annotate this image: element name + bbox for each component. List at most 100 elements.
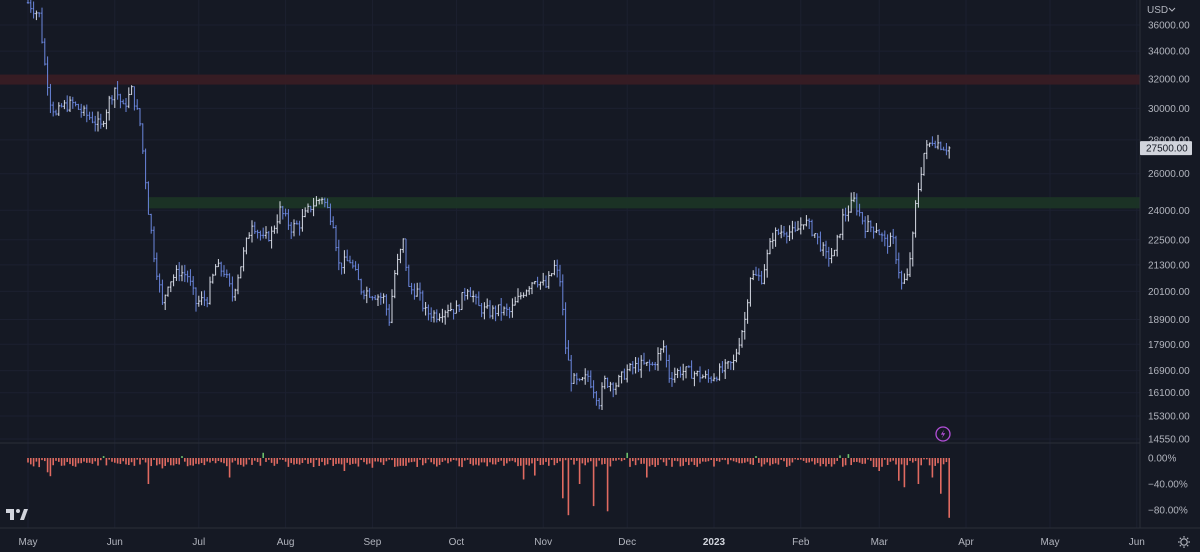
histogram-bar [360, 458, 362, 460]
histogram-bar [940, 458, 942, 494]
ohlc-bar [771, 232, 774, 249]
histogram-bar [576, 458, 578, 461]
ohlc-bar [52, 101, 55, 117]
ohlc-bar [144, 148, 147, 190]
ohlc-bar [379, 292, 382, 305]
histogram-bar [452, 458, 455, 460]
currency-label[interactable]: USD [1147, 5, 1168, 16]
ohlc-bar [203, 290, 206, 306]
ohlc-bar [547, 271, 550, 289]
histogram-bar [472, 458, 474, 466]
histogram-bar [819, 458, 822, 467]
ohlc-bar [897, 252, 900, 279]
ohlc-bar [74, 101, 77, 107]
ohlc-bar [472, 290, 475, 303]
histogram-bar [752, 458, 754, 465]
histogram-bar [928, 458, 931, 466]
ohlc-bar [864, 216, 867, 239]
histogram-bar [948, 458, 950, 518]
histogram-bar [640, 458, 642, 464]
ohlc-bar [178, 262, 181, 282]
ohlc-bar [340, 262, 343, 275]
ohlc-bar [175, 265, 178, 281]
ohlc-bar [880, 232, 884, 242]
ohlc-bar [581, 377, 584, 381]
histogram-axis[interactable]: 0.00% −40.00% −80.00% [1148, 454, 1188, 517]
price-axis[interactable]: 36000.00 34000.00 32000.00 30000.00 28000.00… [1148, 21, 1190, 446]
ohlc-bar [805, 215, 808, 227]
histogram-bar [584, 458, 586, 466]
ohlc-bar [816, 233, 819, 245]
histogram-bar [623, 458, 626, 460]
histogram-bar [906, 458, 908, 466]
gear-icon[interactable] [1178, 536, 1190, 548]
ohlc-bar [536, 276, 539, 288]
ohlc-bar [763, 264, 766, 285]
last-price-badge: 27500.00 [1140, 141, 1192, 156]
ohlc-bar [110, 95, 114, 105]
histogram-bar [405, 458, 407, 466]
histogram-bar [704, 458, 707, 462]
histogram-bar [72, 458, 74, 466]
histogram-bar [769, 458, 771, 466]
histogram-bar [923, 458, 925, 460]
histogram-bar [909, 458, 911, 461]
ohlc-bar [640, 355, 643, 378]
histogram-bar [203, 458, 206, 466]
histogram-bar [142, 458, 144, 460]
histogram-bar [228, 458, 231, 478]
ohlc-bar [836, 234, 839, 257]
ohlc-bar [920, 167, 923, 192]
x-tick-label: Dec [618, 537, 636, 548]
ohlc-bar [231, 276, 234, 302]
histogram-bar [32, 458, 35, 467]
ohlc-bar [777, 228, 780, 236]
histogram-bar [674, 458, 676, 461]
histogram-bar [455, 458, 458, 461]
ohlc-bar [906, 268, 909, 281]
histogram-bar [693, 458, 696, 466]
y-tick-label: 16100.00 [1148, 388, 1190, 399]
ohlc-bar [418, 282, 422, 301]
histogram-bar [483, 458, 486, 463]
lightning-icon[interactable] [935, 426, 951, 442]
histogram-bar [814, 458, 816, 465]
histogram-bar [63, 458, 66, 466]
ohlc-bar [463, 287, 466, 301]
ohlc-bar [866, 215, 870, 232]
time-axis[interactable]: May Jun Jul Aug Sep Oct Nov Dec 2023 Feb Mar Apr May… [19, 537, 1145, 548]
ohlc-bar [847, 205, 850, 222]
tradingview-logo[interactable] [6, 509, 28, 520]
resistance-zone [0, 74, 1140, 85]
histogram-bar [287, 458, 290, 467]
histogram-bar [760, 458, 763, 467]
histogram-bar [503, 458, 505, 466]
histogram-bar [559, 458, 561, 462]
ohlc-bar [651, 361, 654, 366]
histogram-bar [609, 458, 612, 467]
ohlc-bar [248, 232, 251, 239]
ohlc-bar [329, 203, 332, 226]
currency-selector[interactable]: USD [1147, 5, 1176, 16]
histogram-bar [478, 458, 480, 466]
ohlc-bar [444, 310, 447, 325]
ohlc-bar [284, 208, 287, 217]
histogram-bar [461, 458, 463, 468]
histogram-bar [570, 458, 572, 460]
histogram-bar [942, 458, 945, 465]
ohlc-bar [572, 372, 576, 384]
ohlc-bar [852, 192, 856, 203]
ohlc-bar [830, 247, 833, 264]
ohlc-bar [522, 292, 525, 298]
histogram-bar [181, 456, 183, 458]
ohlc-bar [169, 281, 172, 293]
ohlc-bar [911, 231, 914, 267]
histogram-bar [91, 458, 94, 464]
histogram-bar [184, 458, 186, 462]
ohlc-bar [528, 286, 531, 295]
ohlc-bar [32, 1, 35, 19]
ohlc-bar [438, 313, 441, 322]
histogram-bar [335, 458, 337, 465]
histogram-bar [646, 458, 648, 478]
